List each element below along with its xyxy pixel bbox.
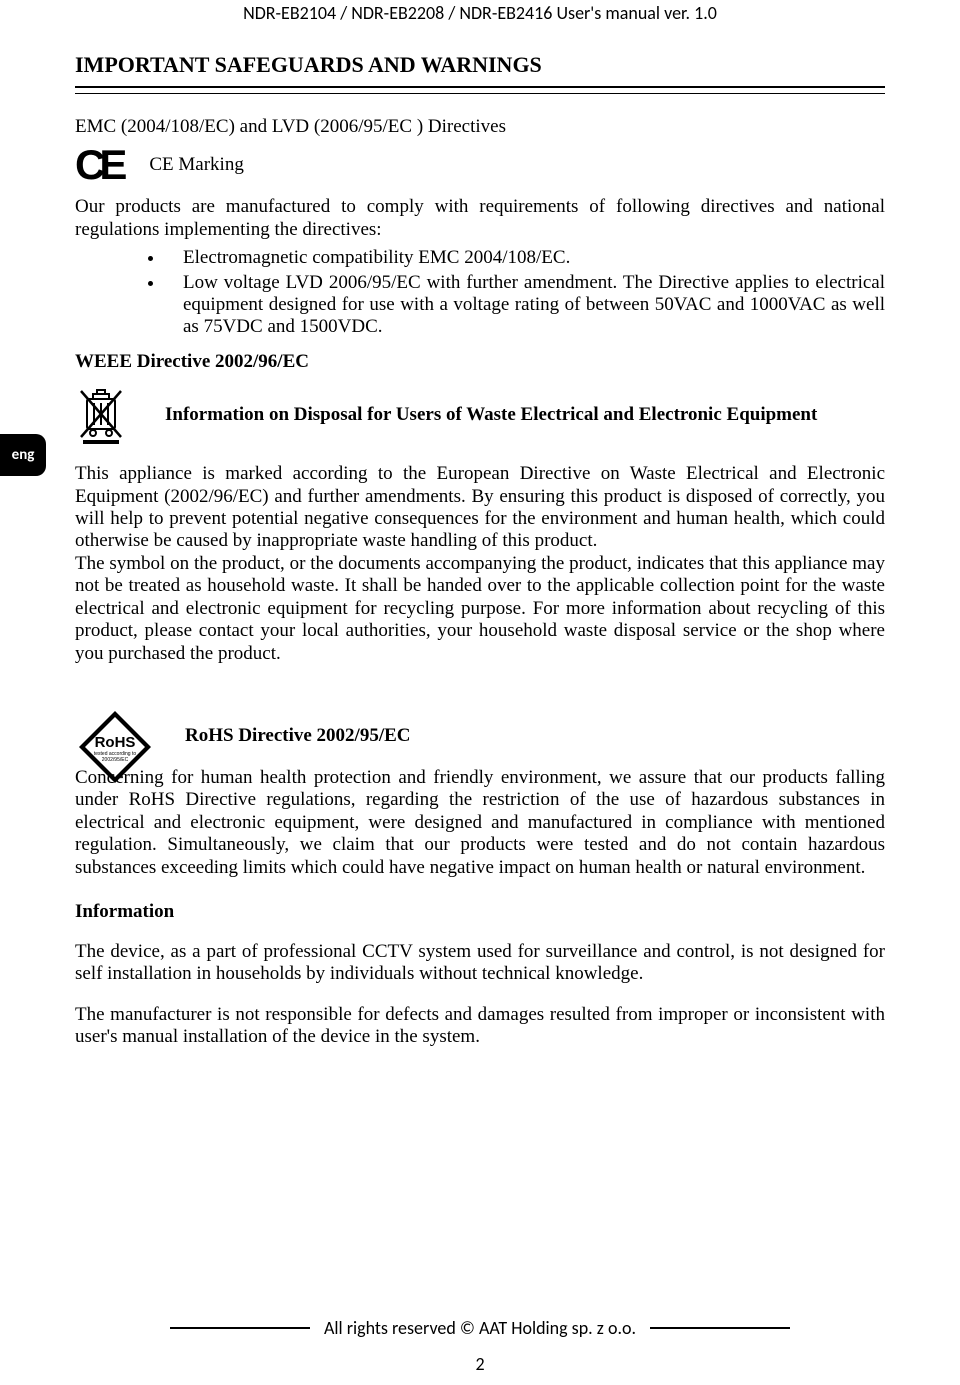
ce-mark-icon: CE (75, 144, 121, 186)
info-paragraph-1: The device, as a part of professional CC… (75, 941, 885, 986)
weee-info-title: Information on Disposal for Users of Was… (165, 404, 817, 426)
rohs-icon-label: RoHS (95, 734, 136, 751)
rohs-title: RoHS Directive 2002/95/EC (185, 725, 885, 747)
spacer (75, 986, 885, 1004)
emc-directives-line: EMC (2004/108/EC) and LVD (2006/95/EC ) … (75, 116, 885, 138)
weee-paragraph: This appliance is marked according to th… (75, 463, 885, 665)
language-tab-label: eng (12, 446, 35, 464)
rohs-text-block: RoHS Directive 2002/95/EC (185, 707, 885, 767)
document-page: eng NDR-EB2104 / NDR-EB2208 / NDR-EB2416… (0, 0, 960, 1385)
footer-copyright: All rights reserved © AAT Holding sp. z … (324, 1317, 636, 1339)
section-title: IMPORTANT SAFEGUARDS AND WARNINGS (75, 52, 885, 86)
footer-rule-left (170, 1327, 310, 1329)
ce-row: CE CE Marking (75, 144, 885, 186)
page-footer: All rights reserved © AAT Holding sp. z … (0, 1317, 960, 1375)
list-item: Electromagnetic compatibility EMC 2004/1… (165, 247, 885, 269)
rohs-icon-sub2: 2002/95/EC (102, 757, 129, 763)
weee-row: Information on Disposal for Users of Was… (75, 385, 885, 445)
footer-line-wrap: All rights reserved © AAT Holding sp. z … (0, 1317, 960, 1339)
page-header: NDR-EB2104 / NDR-EB2208 / NDR-EB2416 Use… (75, 0, 885, 52)
rohs-paragraph: Concerning for human health protection a… (75, 767, 885, 879)
footer-rule-right (650, 1327, 790, 1329)
information-heading: Information (75, 901, 885, 923)
section-divider (75, 86, 885, 94)
directive-bullet-list: Electromagnetic compatibility EMC 2004/1… (75, 247, 885, 339)
ce-marking-label: CE Marking (149, 154, 243, 176)
weee-title: WEEE Directive 2002/96/EC (75, 351, 885, 373)
info-paragraph-2: The manufacturer is not responsible for … (75, 1004, 885, 1049)
language-tab: eng (0, 434, 46, 476)
page-number: 2 (0, 1353, 960, 1375)
weee-bin-icon (75, 385, 127, 445)
intro-paragraph: Our products are manufactured to comply … (75, 196, 885, 241)
list-item: Low voltage LVD 2006/95/EC with further … (165, 272, 885, 339)
